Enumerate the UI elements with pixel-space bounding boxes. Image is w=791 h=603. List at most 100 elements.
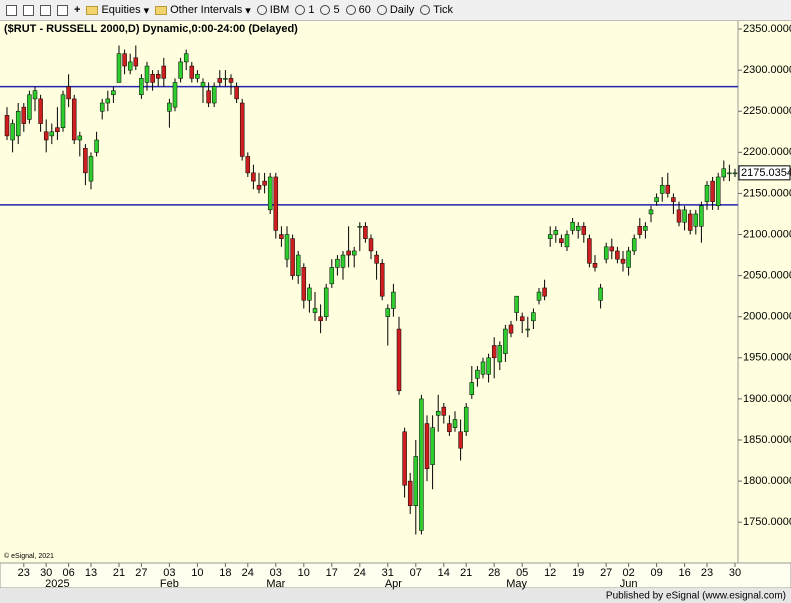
- x-tick-label: 31: [382, 567, 394, 579]
- candle-body: [200, 82, 206, 87]
- candle-body: [290, 238, 295, 276]
- dropdown[interactable]: Other Intervals ▾: [155, 4, 251, 17]
- candle-body: [32, 90, 38, 100]
- candle-body: [301, 267, 307, 301]
- footer-bar: [0, 588, 791, 603]
- candle-body: [340, 254, 346, 268]
- candle-body: [480, 361, 486, 375]
- tool-icon[interactable]: [57, 4, 68, 16]
- candle-body: [133, 57, 139, 67]
- candle-body: [620, 258, 626, 264]
- x-tick-label: 03: [163, 567, 175, 579]
- candle-body: [598, 287, 603, 301]
- candle-body: [307, 287, 312, 301]
- candle-body: [710, 180, 715, 202]
- candle-body: [318, 316, 323, 322]
- candle-body: [374, 254, 379, 264]
- dropdown[interactable]: Equities ▾: [86, 4, 149, 17]
- label: Other Intervals: [170, 4, 243, 16]
- x-tick-label: 23: [18, 567, 30, 579]
- tool-icon[interactable]: [6, 4, 17, 16]
- candle-body: [228, 78, 234, 83]
- candle-body: [570, 221, 575, 231]
- interval-button[interactable]: Daily: [376, 4, 415, 16]
- candle-body: [379, 263, 385, 297]
- y-tick-label: 2250.0000: [743, 105, 791, 117]
- candle-body: [346, 250, 351, 256]
- candle-body: [4, 115, 10, 137]
- month-label: Mar: [266, 578, 285, 590]
- x-tick-label: 30: [729, 567, 741, 579]
- interval-button[interactable]: 5: [320, 4, 340, 16]
- candle-body: [183, 53, 189, 63]
- candle-body: [116, 53, 122, 83]
- candle-body: [626, 250, 631, 268]
- candle-body: [469, 382, 475, 396]
- candle-body: [273, 176, 279, 231]
- last-price-label: 2175.0354: [741, 167, 791, 179]
- month-label: 2025: [45, 578, 69, 590]
- footer: Published by eSignal (www.esignal.com): [606, 591, 786, 602]
- candle-body: [71, 98, 77, 141]
- x-tick-label: 12: [544, 567, 556, 579]
- candle-body: [239, 102, 245, 157]
- tool-icon[interactable]: [40, 4, 51, 16]
- x-tick-label: 18: [219, 567, 231, 579]
- x-tick-label: 06: [62, 567, 74, 579]
- x-tick-label: 09: [650, 567, 662, 579]
- candle-body: [486, 357, 491, 375]
- candle-body: [547, 234, 553, 239]
- candle-body: [715, 176, 721, 207]
- interval-button[interactable]: IBM: [256, 4, 290, 16]
- candle-body: [27, 94, 32, 120]
- candle-body: [508, 324, 514, 334]
- x-tick-label: 10: [191, 567, 203, 579]
- candle-body: [699, 205, 704, 227]
- candle-body: [682, 209, 687, 223]
- x-tick-label: 17: [326, 567, 338, 579]
- candle-body: [77, 135, 83, 141]
- y-tick-label: 2150.0000: [743, 187, 791, 199]
- candle-body: [284, 234, 290, 260]
- candle-body: [251, 172, 256, 182]
- candle-body: [514, 295, 519, 313]
- y-tick-label: 1850.0000: [743, 434, 791, 446]
- label: Daily: [389, 4, 415, 16]
- candle-body: [553, 230, 559, 235]
- label: IBM: [269, 4, 290, 16]
- interval-button[interactable]: 1: [295, 4, 314, 16]
- interval-button[interactable]: Tick: [420, 4, 453, 16]
- x-tick-label: 21: [113, 567, 125, 579]
- candle-body: [83, 147, 88, 174]
- candle-body: [587, 238, 592, 264]
- month-label: May: [506, 578, 527, 590]
- candle-body: [105, 98, 111, 104]
- x-tick-label: 02: [622, 567, 634, 579]
- label: Tick: [433, 4, 454, 16]
- month-label: Apr: [385, 578, 402, 590]
- interval-button[interactable]: 60: [345, 4, 371, 16]
- candle-body: [167, 102, 172, 112]
- label: Equities: [101, 4, 141, 16]
- watermark: © eSignal, 2021: [4, 552, 54, 560]
- candle-body: [491, 345, 497, 359]
- candle-body: [693, 213, 699, 227]
- candle-body: [195, 73, 200, 79]
- toolbar: + Equities ▾ Other Intervals ▾ IBM 1 5 6…: [0, 0, 791, 21]
- candle-body: [452, 419, 458, 428]
- candle-body: [592, 263, 598, 268]
- x-tick-label: 23: [701, 567, 713, 579]
- candle-body: [447, 423, 452, 433]
- candle-body: [536, 291, 542, 301]
- candle-body: [155, 73, 161, 79]
- candle-body: [665, 184, 671, 194]
- candle-body: [357, 226, 363, 228]
- candle-body: [111, 90, 116, 96]
- x-tick-label: 24: [242, 567, 254, 579]
- add-icon[interactable]: +: [74, 4, 81, 16]
- tool-icon[interactable]: [23, 4, 34, 16]
- candle-body: [262, 180, 267, 186]
- month-label: Jun: [620, 578, 638, 590]
- candle-body: [49, 131, 55, 137]
